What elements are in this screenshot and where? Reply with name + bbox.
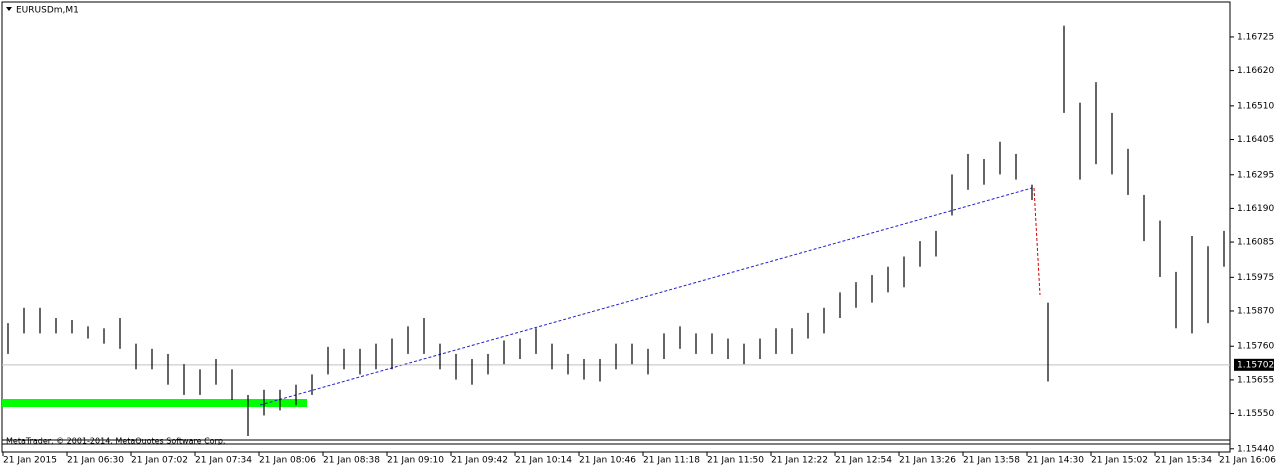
x-tick-label: 21 Jan 13:26 bbox=[899, 456, 956, 466]
x-tick-label: 21 Jan 11:18 bbox=[643, 456, 700, 466]
menu-arrow[interactable] bbox=[6, 7, 12, 11]
plot-frame bbox=[1, 1, 1231, 453]
x-tick-label: 21 Jan 09:42 bbox=[451, 456, 508, 466]
y-tick-label: 1.16725 bbox=[1237, 32, 1274, 42]
x-tick-label: 21 Jan 14:30 bbox=[1027, 456, 1084, 466]
x-tick-label: 21 Jan 06:30 bbox=[67, 456, 124, 466]
x-tick-label: 21 Jan 09:10 bbox=[387, 456, 444, 466]
y-tick-label: 1.15760 bbox=[1237, 342, 1274, 352]
x-tick-label: 21 Jan 2015 bbox=[3, 456, 57, 466]
y-tick-label: 1.16085 bbox=[1237, 238, 1274, 248]
y-tick-label: 1.15655 bbox=[1237, 375, 1274, 385]
y-tick-label: 1.16510 bbox=[1237, 101, 1274, 111]
x-tick-label: 21 Jan 10:46 bbox=[579, 456, 636, 466]
y-tick-label: 1.16620 bbox=[1237, 66, 1274, 76]
x-tick-label: 21 Jan 15:34 bbox=[1155, 456, 1212, 466]
trade-line bbox=[1033, 187, 1041, 296]
y-tick-label: 1.16190 bbox=[1237, 204, 1274, 214]
position-zone bbox=[2, 399, 307, 407]
x-tick-label: 21 Jan 12:22 bbox=[771, 456, 828, 466]
y-tick-label: 1.15550 bbox=[1237, 409, 1274, 419]
price-tag bbox=[1234, 358, 1274, 371]
x-tick-label: 21 Jan 08:06 bbox=[259, 456, 316, 466]
footer: MetaTrader, © 2001-2014, MetaQuotes Soft… bbox=[6, 437, 225, 446]
x-tick-label: 21 Jan 10:14 bbox=[515, 456, 572, 466]
x-tick-label: 21 Jan 13:58 bbox=[963, 456, 1020, 466]
y-tick-label: 1.15440 bbox=[1237, 444, 1274, 454]
x-tick-label: 21 Jan 16:06 bbox=[1219, 456, 1276, 466]
x-tick-label: 21 Jan 15:02 bbox=[1091, 456, 1148, 466]
x-tick-label: 21 Jan 08:38 bbox=[323, 456, 380, 466]
price-tag-label: 1.15702 bbox=[1237, 360, 1274, 370]
y-tick-label: 1.15975 bbox=[1237, 273, 1274, 283]
x-tick-label: 21 Jan 07:02 bbox=[131, 456, 188, 466]
y-tick-label: 1.15870 bbox=[1237, 306, 1274, 316]
y-tick-label: 1.16405 bbox=[1237, 135, 1274, 145]
y-tick-label: 1.16295 bbox=[1237, 170, 1274, 180]
x-tick-label: 21 Jan 07:34 bbox=[195, 456, 252, 466]
x-tick-label: 21 Jan 12:54 bbox=[835, 456, 892, 466]
x-tick-label: 21 Jan 11:50 bbox=[707, 456, 764, 466]
chart-title: EURUSDm,M1 bbox=[16, 6, 79, 16]
trade-line bbox=[259, 187, 1033, 406]
